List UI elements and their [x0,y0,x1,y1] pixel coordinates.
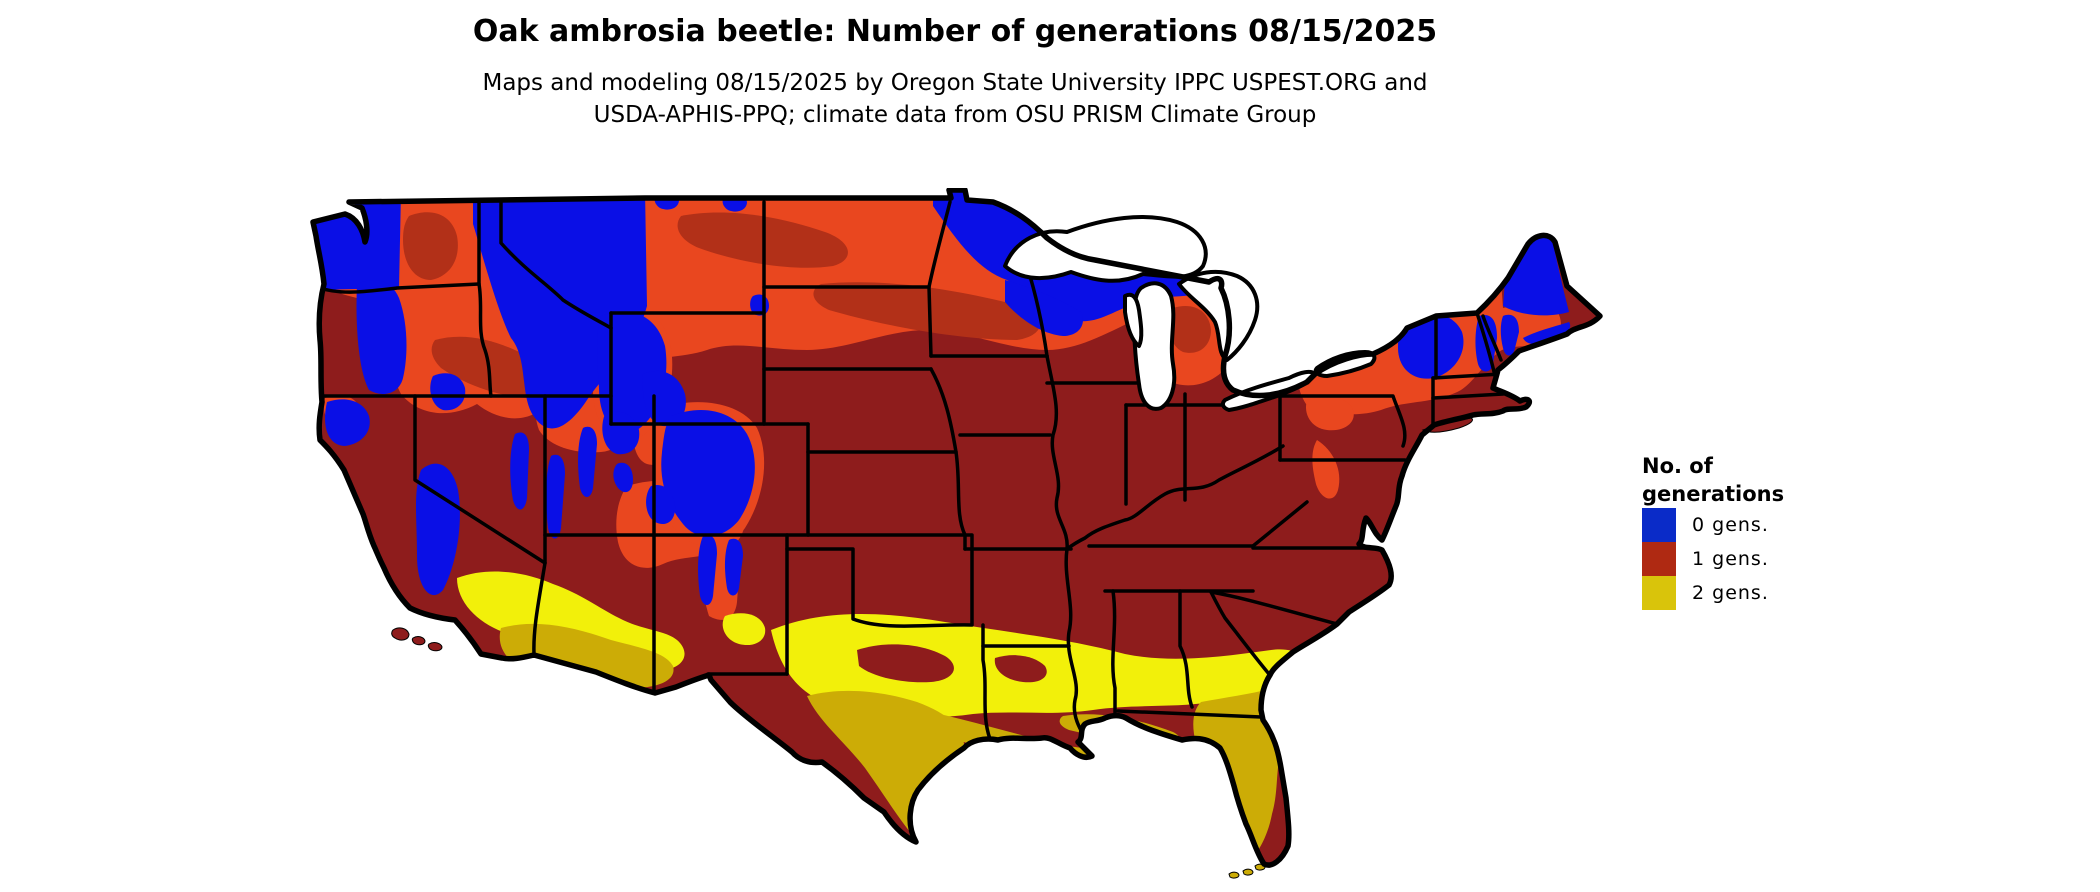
great-lake [1003,215,1208,283]
state-border [927,200,952,358]
legend: No. of generations 0 gens. 1 gens. 2 gens. [1642,452,1882,610]
class-region-blue [1523,322,1571,345]
island [1242,868,1254,876]
state-border [1431,392,1505,400]
state-border [477,200,493,398]
class-region-blue [613,462,633,493]
class-region-blue [1005,280,1083,336]
class-region-blue [416,463,460,596]
state-border [1251,500,1309,548]
state-border [1475,311,1497,378]
state-border [1116,709,1263,719]
legend-entries: 0 gens. 1 gens. 2 gens. [1642,508,1882,610]
map-subtitle: Maps and modeling 08/15/2025 by Oregon S… [0,67,1910,131]
island [1228,871,1240,879]
class-region-red2 [813,282,1041,340]
class-region-blue [1500,314,1519,356]
header: Oak ambrosia beetle: Number of generatio… [0,0,1910,131]
map-raster-layer [313,190,1600,866]
class-region-blue [661,410,755,537]
legend-title: No. of generations [1642,454,1785,506]
class-region-red2 [403,212,458,280]
us-generations-map [305,188,1640,883]
class-region-blue [1398,313,1464,379]
state-border [1431,372,1503,380]
state-border [1065,444,1285,551]
class-region-blue [356,280,407,394]
state-border [1209,590,1271,676]
legend-label-2: 2 gens. [1692,582,1769,604]
class-region-red1 [994,655,1047,683]
legend-swatch-2 [1642,576,1676,610]
state-border [1278,394,1407,448]
legend-swatch-1 [1642,542,1676,576]
class-region-blue [430,373,466,411]
island [427,642,443,652]
map-title: Oak ambrosia beetle: Number of generatio… [472,14,1438,49]
legend-label-1: 1 gens. [1692,548,1769,570]
subtitle-line-1: Maps and modeling 08/15/2025 by Oregon S… [482,70,1428,96]
class-region-blue [1503,237,1569,316]
state-border [413,394,547,565]
state-border [499,200,613,330]
class-region-blue [578,426,597,497]
island [411,636,426,646]
legend-entry-2: 2 gens. [1642,576,1882,610]
class-region-blue [724,538,743,596]
class-region-red1 [857,644,954,683]
class-region-orange [1312,440,1340,499]
state-border [1178,589,1194,709]
state-border [981,623,992,741]
state-border [785,533,974,628]
class-region-yellow [722,613,766,646]
state-border [1209,590,1339,626]
state-border [1481,314,1503,362]
legend-swatch-0 [1642,508,1676,542]
class-region-blue [698,534,717,605]
great-lake [1123,292,1144,348]
class-region-blue [546,454,565,539]
island [391,627,410,641]
legend-label-0: 0 gens. [1692,514,1769,536]
legend-entry-1: 1 gens. [1642,542,1882,576]
us-map-svg [310,188,1603,879]
class-region-blue [510,432,529,510]
class-region-orange [1305,396,1354,431]
state-border [1111,589,1117,716]
legend-entry-0: 0 gens. [1642,508,1882,542]
class-region-red2 [1168,306,1211,353]
subtitle-line-2: USDA-APHIS-PPQ; climate data from OSU PR… [593,102,1317,128]
class-region-blue [325,399,370,446]
great-lake [1177,269,1260,362]
state-border [532,394,547,656]
us-outline [310,188,1603,868]
